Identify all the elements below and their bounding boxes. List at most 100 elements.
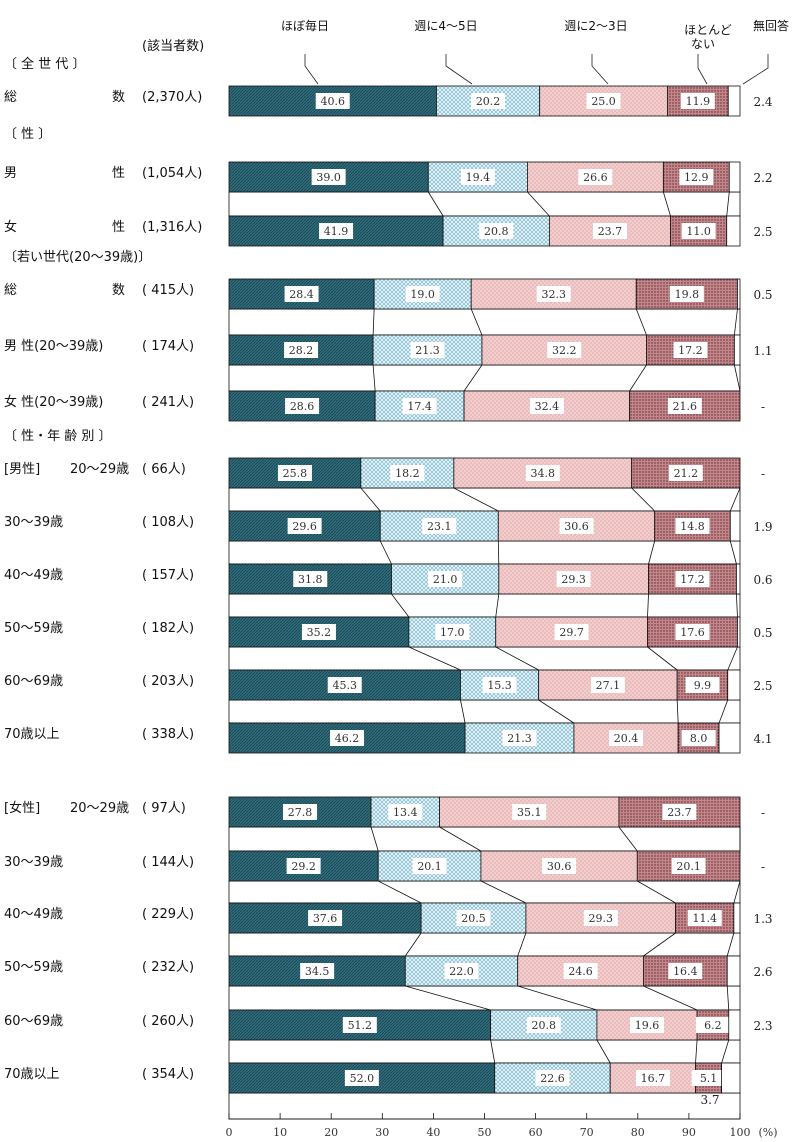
connector-10-1	[538, 699, 575, 724]
row-label-16: 60～69歳	[4, 1014, 63, 1029]
bar-9-label-bg-2	[554, 624, 589, 640]
bar-6-value-3: 21.2	[674, 467, 699, 480]
row-count-4: ( 174人)	[142, 339, 194, 354]
bar-12-label-bg-1	[388, 804, 423, 820]
bar-0-na-value: 2.4	[753, 95, 772, 109]
row-label-10: 60～69歳	[4, 674, 63, 689]
bar-0-value-2: 25.0	[591, 95, 616, 108]
connector-1-1	[527, 191, 550, 217]
row-label-7: 30～39歳	[4, 515, 63, 530]
bar-16-value-1: 20.8	[532, 1019, 557, 1032]
bar-3-seg-na	[737, 278, 741, 310]
connector-14-0	[404, 932, 422, 957]
bar-2-value-0: 41.9	[324, 225, 349, 238]
section-header-all: 〔 全 世 代 〕	[4, 56, 86, 72]
bar-4-label-bg-2	[547, 342, 582, 358]
bar-10-value-3: 9.9	[694, 679, 712, 692]
bar-15-value-2: 24.6	[568, 965, 593, 978]
row-label-0-b: 数	[112, 90, 125, 105]
connector-13-2	[637, 880, 676, 904]
bar-6-value-1: 18.2	[395, 467, 420, 480]
legend-label-0: ほぼ毎日	[281, 18, 329, 33]
bar-17-seg-na	[721, 1062, 741, 1094]
x-tick-label-8: 80	[631, 1126, 645, 1139]
bar-5-label-bg-0	[285, 398, 320, 414]
bar-7-label-bg-2	[559, 518, 594, 534]
row-label-5: 女 性(20～39歳)	[4, 394, 103, 410]
bar-17-value-1: 22.6	[540, 1072, 565, 1085]
bar-4-value-3: 17.2	[678, 344, 703, 357]
bar-14-value-1: 20.5	[461, 912, 486, 925]
bar-8-seg-na	[736, 563, 741, 595]
bar-8-label-bg-3	[675, 571, 710, 587]
connector-14-3	[726, 932, 735, 957]
bar-17-value-0: 52.0	[350, 1072, 375, 1085]
bar-13-value-1: 20.1	[417, 860, 442, 873]
bar-1-seg-na	[728, 161, 741, 193]
section-header-sexage: 〔 性・年 齢 別 〕	[4, 429, 112, 444]
bar-2-label-bg-2	[592, 223, 627, 239]
panel-frame-14	[228, 932, 741, 957]
bar-8-value-1: 21.0	[433, 573, 458, 586]
panel-frame-13	[228, 880, 741, 904]
connector-10-2	[676, 699, 679, 724]
row-count-3: ( 415人)	[142, 283, 194, 298]
panel-frame-4	[228, 364, 741, 392]
bar-9-label-bg-1	[435, 624, 470, 640]
bar-16-seg-na	[728, 1009, 741, 1041]
connector-3-2	[635, 308, 647, 336]
bar-3-label-bg-3	[669, 286, 704, 302]
x-tick-label-7: 70	[580, 1126, 594, 1139]
connector-12-2	[618, 826, 638, 852]
bar-12-value-0: 27.8	[288, 806, 313, 819]
bar-16-label-bg-0	[342, 1017, 377, 1033]
connector-7-0	[379, 540, 392, 565]
bar-1-value-3: 12.9	[684, 171, 709, 184]
bar-0-label-bg-3	[680, 93, 715, 109]
bar-17-label-bg-2	[635, 1070, 670, 1086]
connector-13-0	[378, 880, 422, 904]
bar-10-label-bg-3	[685, 677, 720, 693]
row-label-13: 30～39歳	[4, 855, 63, 870]
bar-12-value-3: 23.7	[667, 806, 692, 819]
bar-4-value-0: 28.2	[289, 344, 314, 357]
connector-7-3	[729, 540, 737, 565]
connector-13-3	[733, 880, 741, 904]
bar-7-na-value: 1.9	[753, 520, 772, 534]
bar-7-seg-na	[729, 510, 741, 542]
bar-16-value-2: 19.6	[635, 1019, 660, 1032]
bar-12-na-value: -	[761, 806, 765, 820]
panel-frame-16	[228, 1039, 741, 1064]
bar-14-value-2: 29.3	[589, 912, 614, 925]
connector-4-3	[733, 364, 741, 392]
row-count-8: ( 157人)	[142, 568, 194, 583]
bar-6-label-bg-3	[668, 465, 703, 481]
bar-14-seg-na	[733, 902, 741, 934]
bar-12-label-bg-3	[662, 804, 697, 820]
row-count-5: ( 241人)	[142, 395, 194, 410]
bar-2-label-bg-3	[681, 223, 716, 239]
bar-4-label-bg-1	[410, 342, 445, 358]
bar-15-value-3: 16.4	[673, 965, 698, 978]
row-count-10: ( 203人)	[142, 674, 194, 689]
bar-11-value-0: 46.2	[335, 732, 360, 745]
bar-12-seg-0	[228, 796, 372, 828]
bar-8-value-2: 29.3	[561, 573, 586, 586]
bar-15-label-bg-1	[444, 963, 479, 979]
connector-4-0	[372, 364, 376, 392]
bar-1-value-0: 39.0	[316, 171, 341, 184]
bar-12-value-2: 35.1	[517, 806, 542, 819]
row-group-12: [女性]	[4, 800, 40, 816]
row-count-17: ( 354人)	[142, 1067, 194, 1082]
connector-1-2	[662, 191, 671, 217]
bar-8-value-0: 31.8	[298, 573, 323, 586]
bar-14-value-3: 11.4	[692, 912, 717, 925]
x-tick-label-4: 40	[426, 1126, 440, 1139]
connector-10-3	[718, 699, 729, 724]
x-tick-label-10: 100	[730, 1126, 751, 1139]
connector-12-0	[370, 826, 379, 852]
bar-1-label-bg-3	[679, 169, 714, 185]
panel-frame-1	[228, 191, 741, 217]
panel-frame-7	[228, 540, 741, 565]
